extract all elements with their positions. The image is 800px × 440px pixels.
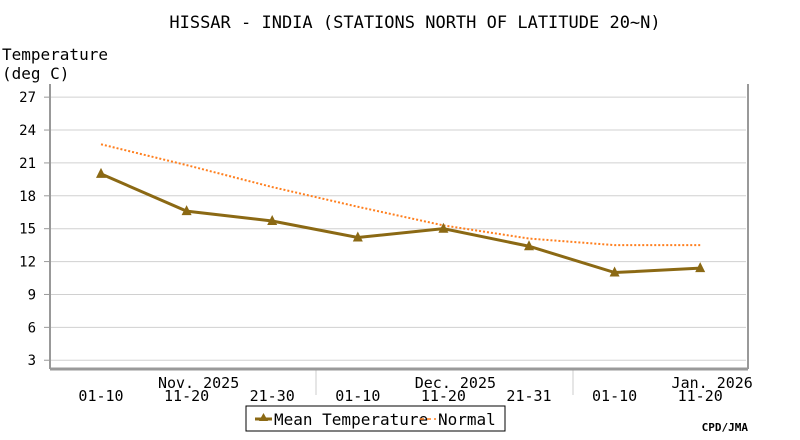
mean-temperature-point: [609, 266, 620, 277]
month-label: Nov. 2025: [158, 374, 239, 392]
y-tick-label: 6: [28, 320, 36, 336]
x-tick-label: 01-10: [78, 387, 123, 405]
y-tick-label: 24: [19, 123, 36, 139]
y-tick-label: 9: [28, 287, 36, 303]
legend-mean-label: Mean Temperature: [274, 410, 428, 429]
credit: CPD/JMA: [702, 421, 749, 434]
x-tick-label: 11-20: [421, 387, 466, 405]
y-tick-labels: 3 6 9 12 15 18 21 24 27: [19, 90, 36, 369]
y-tick-label: 18: [19, 189, 36, 205]
mean-temperature-point: [695, 262, 706, 273]
x-tick-label: 11-20: [678, 387, 723, 405]
y-tick-label: 15: [19, 222, 36, 238]
y-tick-label: 3: [28, 353, 36, 369]
y-axis-label-line1: Temperature: [2, 45, 108, 64]
mean-temperature-point: [181, 205, 192, 216]
x-tick-label: 11-20: [164, 387, 209, 405]
month-label: Dec. 2025: [415, 374, 496, 392]
mean-temperature-point: [524, 240, 534, 251]
mean-temperature-point: [438, 222, 449, 233]
legend-triangle-icon: [259, 413, 268, 421]
normal-line: [100, 143, 701, 247]
x-tick-labels: 01-10 11-20 21-30 01-10 11-20 21-31 01-10 11-20…: [78, 370, 753, 405]
gridlines: [44, 96, 746, 361]
series-group: [96, 143, 706, 277]
x-tick-label: 01-10: [592, 387, 637, 405]
y-axis-label-line2: (deg C): [2, 64, 69, 83]
x-tick-label: 21-31: [506, 387, 551, 405]
mean-temperature-point: [352, 231, 363, 242]
month-label: Jan. 2026: [672, 374, 753, 392]
x-tick-label: 21-30: [250, 387, 295, 405]
mean-temperature-point: [96, 167, 106, 178]
y-tick-label: 12: [19, 255, 36, 271]
mean-temperature-point: [267, 215, 278, 226]
legend-normal-label: Normal: [438, 410, 496, 429]
x-tick-label: 01-10: [335, 387, 380, 405]
y-tick-label: 27: [19, 90, 36, 106]
mean-temperature-line: [100, 172, 701, 275]
chart-title: HISSAR - INDIA (STATIONS NORTH OF LATITU…: [169, 13, 660, 33]
y-tick-label: 21: [19, 156, 36, 172]
legend: Mean Temperature Normal: [245, 405, 506, 432]
